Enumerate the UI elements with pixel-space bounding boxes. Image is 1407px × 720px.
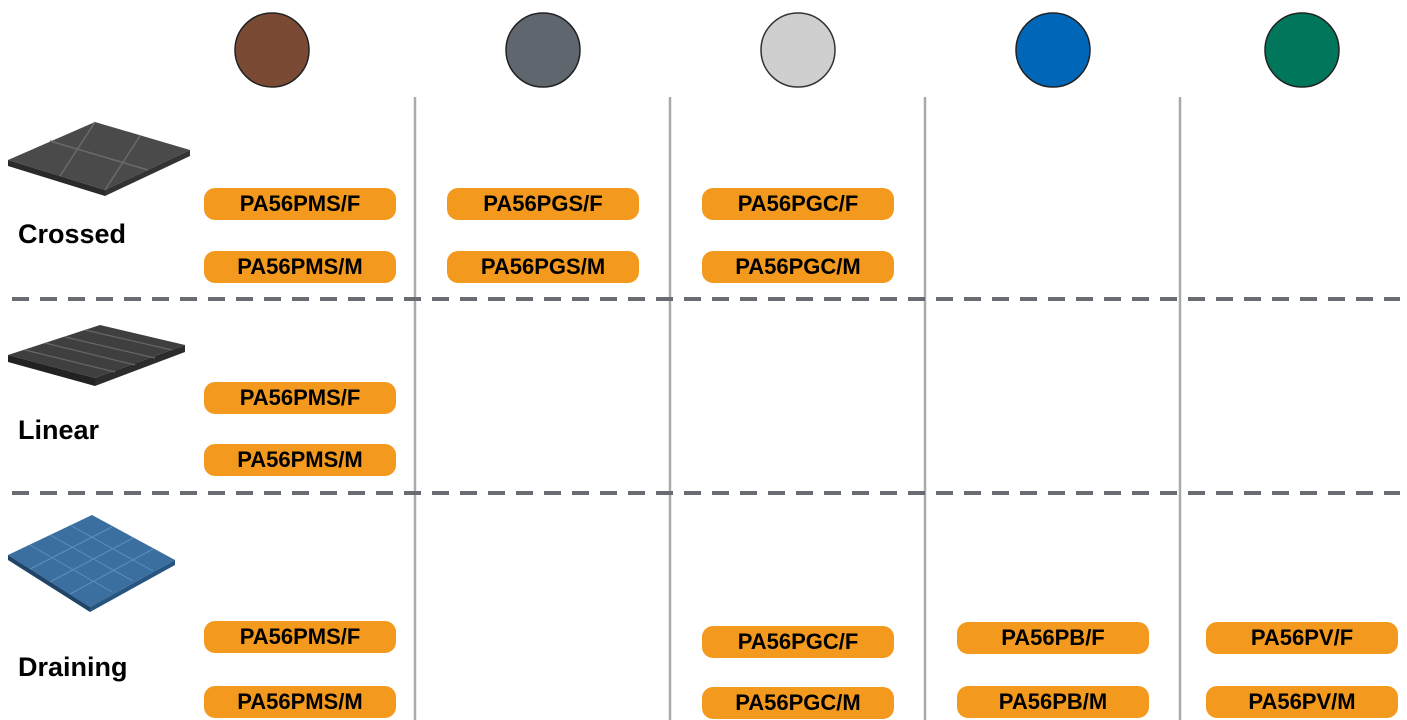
column-dividers [413, 97, 1182, 720]
product-code: PA56PB/M [957, 686, 1149, 718]
product-code: PA56PV/F [1206, 622, 1398, 654]
tile-linear [8, 325, 185, 386]
product-code: PA56PGC/F [702, 626, 894, 658]
swatch-brown [234, 12, 310, 88]
row-label: Draining [18, 652, 128, 682]
product-code: PA56PGC/F [702, 188, 894, 220]
product-code: PA56PGC/M [702, 687, 894, 719]
product-code: PA56PGC/M [702, 251, 894, 283]
swatch-blue [1015, 12, 1091, 88]
product-code: PA56PMS/F [204, 382, 396, 414]
product-code: PA56PMS/F [204, 188, 396, 220]
row-label: Crossed [18, 219, 127, 249]
product-code: PA56PMS/M [204, 251, 396, 283]
product-code: PA56PGS/F [447, 188, 639, 220]
product-code: PA56PMS/M [204, 686, 396, 718]
product-code: PA56PV/M [1206, 686, 1398, 718]
tile-draining [8, 515, 175, 612]
tile-crossed [8, 121, 190, 196]
product-code: PA56PMS/F [204, 621, 396, 653]
product-code: PA56PGS/M [447, 251, 639, 283]
swatch-green [1264, 12, 1340, 88]
swatch-gray [505, 12, 581, 88]
swatch-light-gray [760, 12, 836, 88]
row-label: Linear [18, 415, 100, 445]
product-code: PA56PMS/M [204, 444, 396, 476]
product-code: PA56PB/F [957, 622, 1149, 654]
row-dividers [12, 297, 1400, 495]
